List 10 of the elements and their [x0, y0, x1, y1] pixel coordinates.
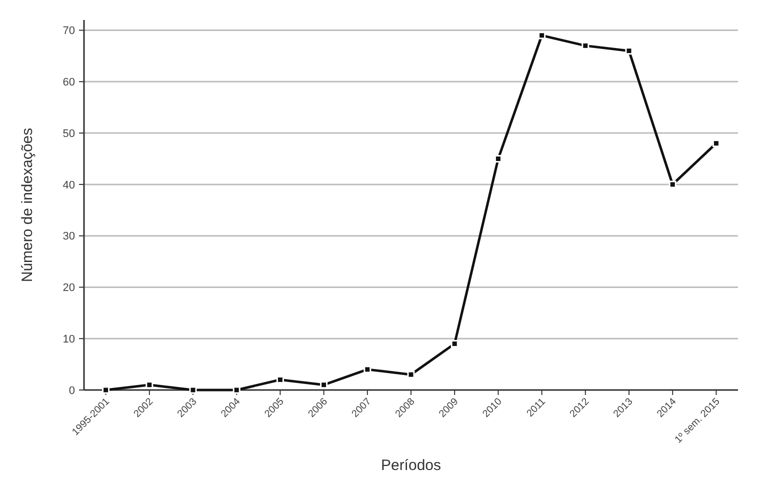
- x-axis-title: Períodos: [380, 457, 442, 474]
- y-tick-label: 50: [62, 128, 75, 140]
- y-tick-label: 30: [62, 230, 75, 243]
- y-axis-title: Número de indexações: [19, 128, 36, 282]
- y-tick-label: 70: [62, 25, 75, 38]
- y-tick-label: 10: [62, 333, 75, 346]
- y-tick-label: 60: [62, 76, 75, 89]
- y-tick-label: 20: [62, 282, 75, 294]
- y-tick-label: 0: [68, 384, 75, 397]
- y-tick-label: 40: [62, 179, 75, 192]
